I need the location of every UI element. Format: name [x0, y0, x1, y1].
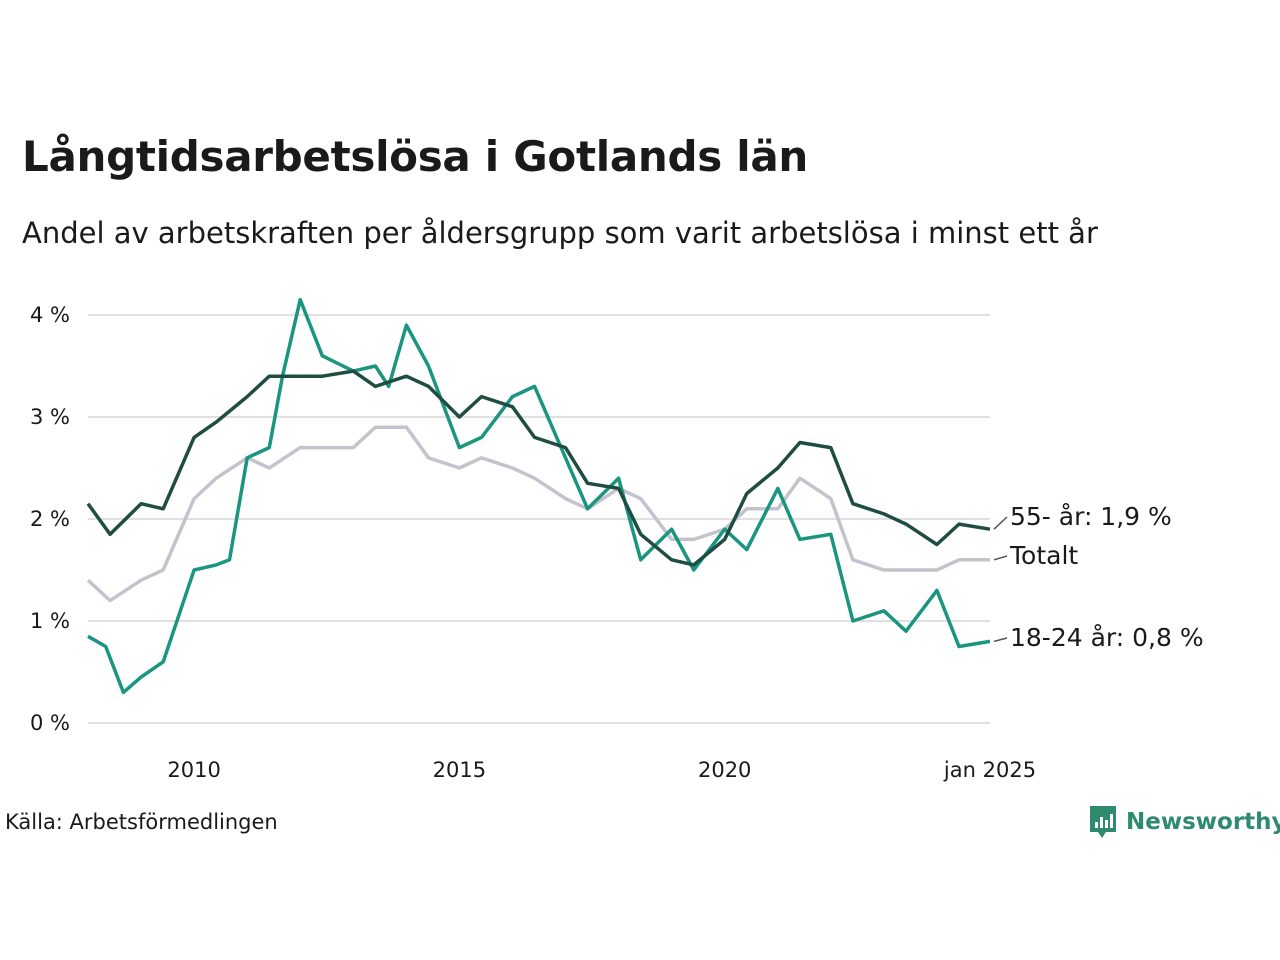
y-axis-ticks: 0 % 1 % 2 % 3 % 4 %	[30, 303, 70, 735]
y-tick-label: 1 %	[30, 609, 70, 633]
series-line	[87, 297, 991, 695]
chart-title: Långtidsarbetslösa i Gotlands län	[22, 132, 808, 181]
chart-subtitle: Andel av arbetskraften per åldersgrupp s…	[22, 216, 1098, 250]
x-tick-label: 2010	[167, 758, 220, 782]
x-tick-label: 2015	[433, 758, 486, 782]
series-label: 18-24 år: 0,8 %	[1010, 623, 1204, 652]
x-tick-label: 2020	[698, 758, 751, 782]
label-leader-line	[993, 516, 1008, 530]
x-tick-label: jan 2025	[943, 758, 1036, 782]
label-leader-line	[993, 637, 1008, 643]
brand-logo[interactable]: Newsworthy	[1088, 802, 1280, 842]
series-line	[86, 369, 991, 567]
series-line	[86, 425, 990, 603]
grid-lines	[88, 314, 990, 724]
series-labels: Totalt 18-24 år: 0,8 % 55- år: 1,9 %	[993, 502, 1204, 652]
brand-name: Newsworthy	[1126, 809, 1280, 835]
y-tick-label: 3 %	[30, 405, 70, 429]
y-tick-label: 0 %	[30, 711, 70, 735]
series-label: 55- år: 1,9 %	[1010, 502, 1172, 531]
y-tick-label: 4 %	[30, 303, 70, 327]
label-leader-line	[993, 555, 1008, 561]
line-chart: 0 % 1 % 2 % 3 % 4 % 2010 2015 2020 jan 2025 Tot…	[30, 297, 1204, 782]
source-note: Källa: Arbetsförmedlingen	[5, 810, 278, 834]
x-axis-ticks: 2010 2015 2020 jan 2025	[167, 758, 1036, 782]
bar-chart-bubble-icon	[1090, 806, 1116, 838]
series-lines	[86, 297, 991, 695]
y-tick-label: 2 %	[30, 507, 70, 531]
series-label: Totalt	[1009, 541, 1078, 570]
